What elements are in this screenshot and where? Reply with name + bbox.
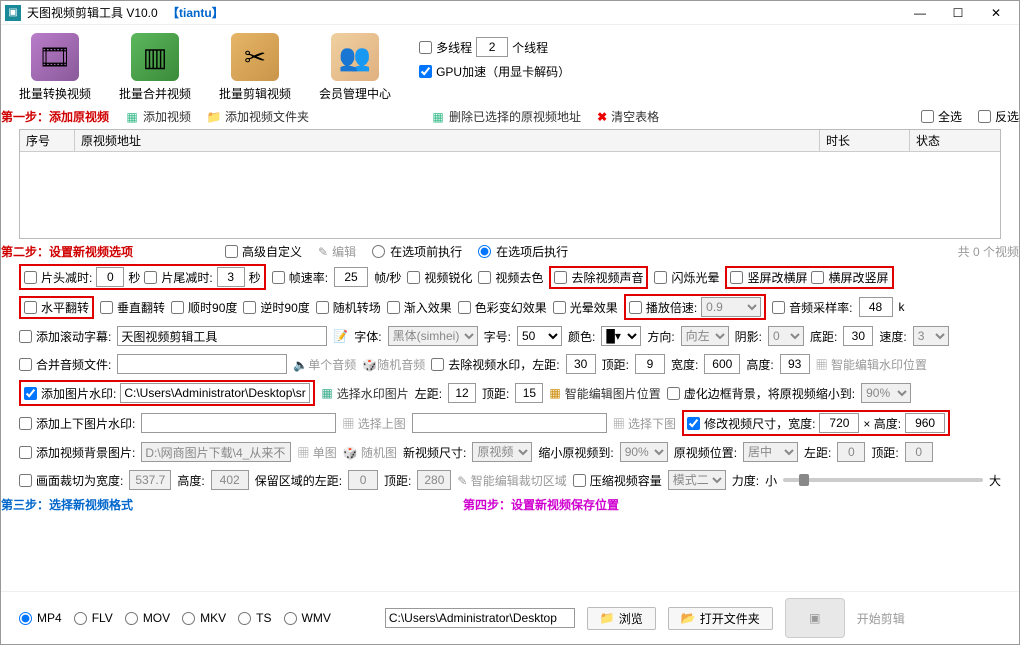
resize-group: 修改视频尺寸，宽度: × 高度: bbox=[682, 410, 950, 436]
gpu-check[interactable]: GPU加速（用显卡解码） bbox=[419, 63, 570, 80]
advanced-check[interactable]: 高级自定义 bbox=[225, 243, 302, 260]
before-radio[interactable]: 在选项前执行 bbox=[372, 243, 462, 260]
video-count: 共 0 个视频 bbox=[958, 243, 1019, 260]
titlebar: ▣ 天图视频剪辑工具 V10.0 【tiantu】 — ☐ ✕ bbox=[1, 1, 1019, 25]
add-folder-button[interactable]: 📁添加视频文件夹 bbox=[207, 108, 309, 125]
window-title: 天图视频剪辑工具 V10.0 【tiantu】 bbox=[27, 4, 901, 21]
batch-merge-button[interactable]: ▥ 批量合并视频 bbox=[119, 33, 191, 102]
multithread-check[interactable]: 多线程 bbox=[419, 39, 472, 56]
invert-select-check[interactable]: 反选 bbox=[978, 108, 1019, 125]
table-header: 序号 原视频地址 时长 状态 bbox=[20, 130, 1000, 152]
headcut-group: 片头减时: 秒 片尾减时: 秒 bbox=[19, 264, 266, 290]
video-table[interactable]: 序号 原视频地址 时长 状态 bbox=[19, 129, 1001, 239]
open-folder-button[interactable]: 📂打开文件夹 bbox=[668, 607, 773, 630]
output-path[interactable] bbox=[385, 608, 575, 628]
footer: MP4 FLV MOV MKV TS WMV 📁浏览 📂打开文件夹 ▣ 开始剪辑 bbox=[1, 591, 1019, 644]
clear-table-button[interactable]: ✖清空表格 bbox=[597, 108, 659, 125]
step2-bar: 第二步：设置新视频选项 高级自定义 ✎编辑 在选项前执行 在选项后执行 共 0 … bbox=[1, 241, 1019, 262]
step3-label: 第三步：选择新视频格式 bbox=[1, 496, 133, 513]
start-label: 开始剪辑 bbox=[857, 610, 905, 627]
step2-label: 第二步：设置新视频选项 bbox=[1, 243, 133, 260]
step4-label: 第四步：设置新视频保存位置 bbox=[463, 496, 619, 513]
orient-group: 竖屏改横屏 横屏改竖屏 bbox=[725, 266, 893, 289]
scissors-icon: ✂ bbox=[231, 33, 279, 81]
add-video-button[interactable]: ▦添加视频 bbox=[125, 108, 191, 125]
app-icon: ▣ bbox=[5, 5, 21, 21]
threads-suffix: 个线程 bbox=[512, 39, 548, 56]
addimg-group: 添加图片水印: bbox=[19, 380, 315, 406]
step1-label: 第一步：添加原视频 bbox=[1, 108, 109, 125]
speed-group: 播放倍速: 0.9 bbox=[624, 294, 766, 320]
mute-group: 去除视频声音 bbox=[549, 266, 648, 289]
batch-convert-button[interactable]: 🎞 批量转换视频 bbox=[19, 33, 91, 102]
start-icon[interactable]: ▣ bbox=[785, 598, 845, 638]
select-all-check[interactable]: 全选 bbox=[921, 108, 962, 125]
minimize-button[interactable]: — bbox=[901, 2, 939, 24]
batch-edit-button[interactable]: ✂ 批量剪辑视频 bbox=[219, 33, 291, 102]
people-icon: 👥 bbox=[331, 33, 379, 81]
reel-icon: 🎞 bbox=[31, 33, 79, 81]
threads-input[interactable] bbox=[476, 37, 508, 57]
merge-icon: ▥ bbox=[131, 33, 179, 81]
browse-button[interactable]: 📁浏览 bbox=[587, 607, 656, 630]
step1-bar: 第一步：添加原视频 ▦添加视频 📁添加视频文件夹 ▦删除已选择的原视频地址 ✖清… bbox=[1, 106, 1019, 127]
maximize-button[interactable]: ☐ bbox=[939, 2, 977, 24]
close-button[interactable]: ✕ bbox=[977, 2, 1015, 24]
edit-button[interactable]: ✎编辑 bbox=[318, 243, 356, 260]
main-toolbar: 🎞 批量转换视频 ▥ 批量合并视频 ✂ 批量剪辑视频 👥 会员管理中心 多线程 … bbox=[1, 25, 1019, 106]
member-center-button[interactable]: 👥 会员管理中心 bbox=[319, 33, 391, 102]
after-radio[interactable]: 在选项后执行 bbox=[478, 243, 568, 260]
delete-selected-button[interactable]: ▦删除已选择的原视频地址 bbox=[431, 108, 581, 125]
hflip-group: 水平翻转 bbox=[19, 296, 94, 319]
